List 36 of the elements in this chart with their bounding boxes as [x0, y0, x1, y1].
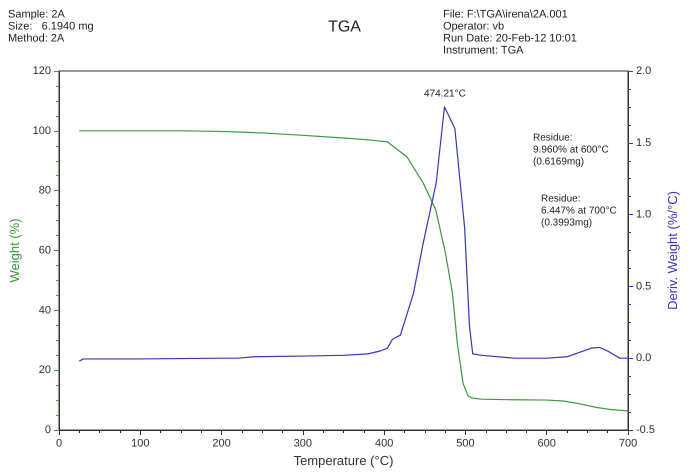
- x-tick-label: 700: [618, 438, 638, 450]
- line-series: [78, 130, 629, 412]
- text: Method: 2A: [8, 32, 65, 44]
- annotation: 474.21°C: [424, 88, 466, 100]
- y2-tick-label: 1.0: [636, 208, 652, 221]
- chart-title: TGA: [328, 18, 362, 36]
- y-tick-label: 100: [32, 124, 51, 137]
- y2-tick-label: 2.0: [636, 65, 652, 77]
- x-tick-label: 500: [456, 438, 475, 450]
- x-tick-label: 200: [212, 438, 231, 450]
- text: File: F:\TGA\irena\2A.001: [443, 8, 568, 20]
- x-tick-label: 0: [56, 438, 62, 450]
- y-tick-label: 20: [38, 364, 51, 376]
- y-tick-label: 80: [38, 184, 51, 197]
- x-axis-title: Temperature (°C): [294, 452, 394, 468]
- text: Size: 6.1940 mg: [8, 20, 94, 32]
- y-axis-title: Weight (%): [7, 218, 22, 283]
- x-tick-label: 100: [131, 438, 150, 450]
- annotation: Residue: 6.447% at 700°C (0.3993mg): [541, 194, 617, 228]
- x-tick-label: 400: [374, 438, 394, 450]
- y2-tick-label: 0.0: [636, 352, 652, 364]
- y-tick-label: 120: [32, 65, 51, 77]
- y-tick-label: 0: [44, 424, 51, 436]
- x-tick-label: 300: [294, 438, 312, 450]
- y-tick-label: 40: [38, 304, 51, 316]
- x-tick-label: 600: [538, 438, 556, 450]
- y2-tick-label: 1.5: [636, 136, 652, 149]
- y2-tick-label: 0.5: [636, 280, 652, 292]
- annotation: Residue: 9.960% at 600°C (0.6169mg): [533, 132, 609, 168]
- y2-axis-title: Deriv. Weight (%/°C): [665, 191, 680, 310]
- y2-tick-label: -0.5: [636, 424, 655, 436]
- text: Instrument: TGA: [443, 44, 524, 56]
- text: Run Date: 20-Feb-12 10:01: [443, 32, 577, 44]
- y-tick-label: 60: [38, 244, 51, 256]
- text: Operator: vb: [443, 20, 504, 32]
- text: Sample: 2A: [8, 8, 66, 20]
